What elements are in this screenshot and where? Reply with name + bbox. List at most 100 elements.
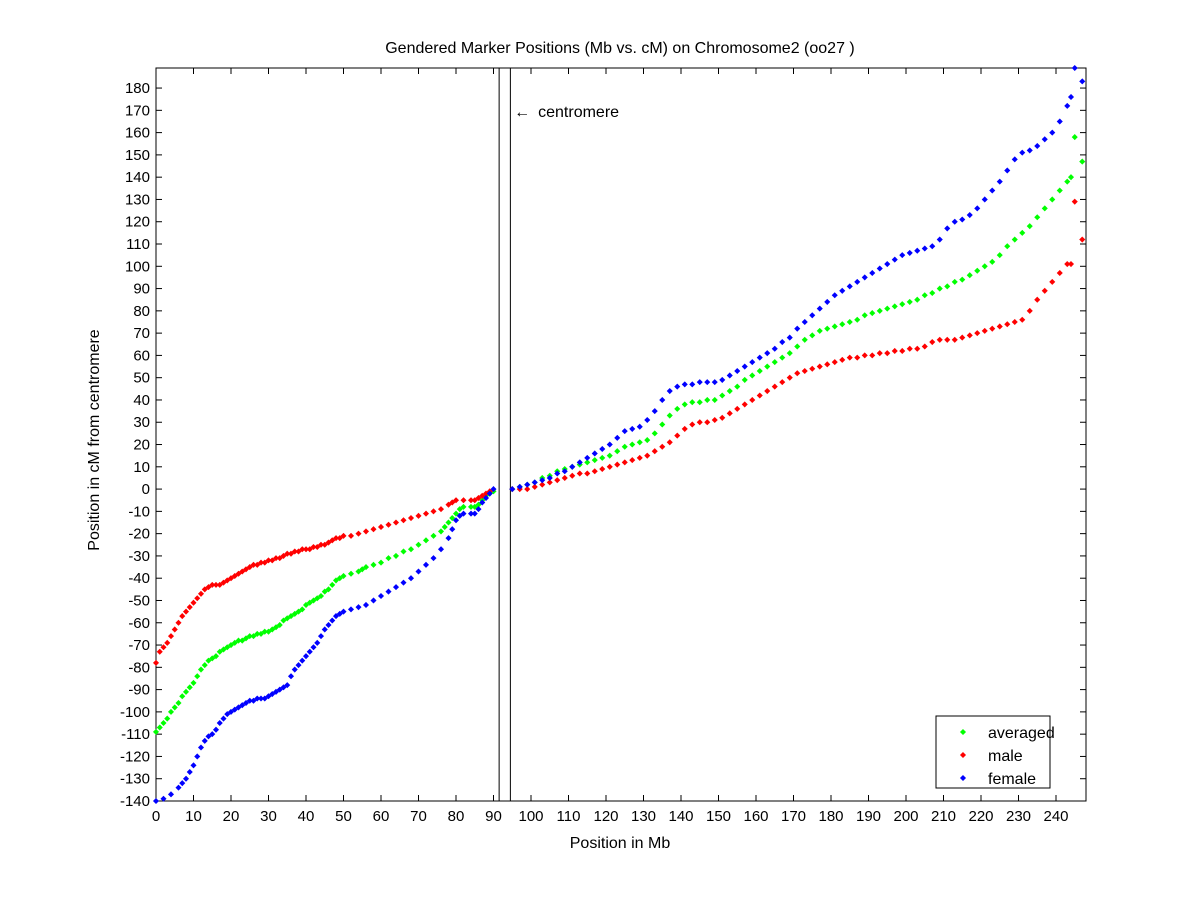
data-point-averaged [824, 325, 831, 332]
data-point-female [160, 795, 167, 802]
x-tick-label: 230 [1006, 808, 1031, 825]
plot-area: 0 10 20 30 40 50 60 70 80 90 100 110 120 130 140 150 160… [120, 64, 1087, 825]
data-point-averaged [674, 405, 681, 412]
legend-marker-averaged [959, 728, 967, 736]
data-point-averaged [756, 367, 763, 375]
x-tick-label: 130 [631, 808, 656, 825]
data-point-female [284, 682, 291, 689]
data-point-male [242, 566, 250, 573]
data-point-female [1067, 93, 1075, 100]
data-point-averaged [899, 301, 906, 308]
data-point-female [606, 441, 613, 448]
data-point-female [295, 662, 302, 669]
data-point-male [719, 414, 726, 421]
data-point-female [771, 345, 778, 352]
data-point-male [884, 350, 891, 357]
data-point-male [280, 552, 287, 559]
data-point-averaged [269, 626, 276, 633]
data-point-averaged [951, 278, 958, 285]
data-point-averaged [839, 321, 846, 328]
data-point-male [171, 626, 178, 633]
data-point-female [779, 339, 786, 346]
data-point-male [876, 350, 883, 357]
data-point-female [201, 737, 208, 744]
data-point-averaged [1079, 158, 1086, 165]
data-point-male [531, 483, 538, 490]
data-point-male [689, 421, 696, 428]
data-point-male [554, 477, 561, 484]
data-point-female [261, 695, 268, 702]
data-point-male [801, 367, 808, 375]
y-tick-label: 110 [126, 236, 150, 253]
data-point-female [516, 483, 523, 490]
data-point-male [287, 550, 295, 557]
data-point-averaged [936, 285, 943, 292]
data-point-male [561, 474, 568, 481]
data-point-female [370, 597, 377, 604]
data-point-averaged [287, 613, 295, 620]
data-point-averaged [220, 646, 227, 653]
data-point-averaged [959, 276, 966, 283]
data-point-male [152, 659, 160, 666]
data-point-male [197, 590, 205, 597]
data-point-averaged [295, 608, 302, 615]
legend-label-female: female [988, 771, 1036, 788]
data-point-female [674, 383, 681, 390]
x-tick-label: 40 [298, 808, 315, 825]
series-female [152, 64, 1086, 805]
data-point-female [1049, 129, 1056, 136]
data-point-male [854, 354, 861, 361]
y-tick-label: -130 [120, 771, 150, 788]
data-point-female [291, 666, 298, 673]
data-point-averaged [764, 363, 771, 370]
data-point-male [306, 546, 313, 553]
data-point-male [1056, 269, 1063, 276]
data-point-male [621, 459, 628, 466]
data-point-averaged [846, 318, 853, 326]
data-point-male [194, 595, 201, 602]
data-point-male [906, 345, 913, 352]
data-point-female [265, 693, 272, 700]
data-point-female [764, 350, 771, 357]
x-tick-label: 170 [781, 808, 806, 825]
data-point-averaged [1049, 196, 1056, 203]
data-point-averaged [276, 621, 283, 629]
data-point-female [1041, 136, 1048, 143]
data-point-female [302, 653, 310, 660]
x-tick-label: 220 [968, 808, 993, 825]
data-point-female [317, 633, 325, 640]
data-point-female [194, 753, 201, 760]
data-point-female [280, 684, 287, 691]
data-point-male [325, 539, 332, 546]
x-tick-label: 150 [706, 808, 731, 825]
legend-label-averaged: averaged [988, 725, 1055, 742]
data-point-female [524, 481, 531, 488]
data-point-male [816, 363, 823, 370]
data-point-female [569, 463, 576, 470]
data-point-female [584, 454, 591, 461]
data-point-averaged [1041, 205, 1048, 212]
data-point-male [1026, 307, 1033, 314]
data-point-female [452, 517, 460, 524]
x-tick-label: 190 [856, 808, 881, 825]
data-point-averaged [291, 610, 298, 617]
data-point-female [561, 468, 568, 475]
data-point-averaged [317, 593, 325, 600]
data-point-female [205, 733, 212, 740]
data-point-male [951, 336, 958, 343]
y-tick-label: -20 [128, 526, 150, 543]
data-point-male [355, 530, 362, 537]
data-point-female [385, 588, 392, 595]
y-tick-label: 90 [133, 281, 150, 298]
data-point-male [201, 586, 208, 593]
data-point-averaged [156, 724, 163, 731]
data-point-male [704, 419, 711, 426]
data-point-averaged [385, 555, 392, 562]
y-axis-label: Position in cM from centromere [86, 329, 103, 551]
data-point-female [392, 584, 400, 591]
data-point-male [1041, 287, 1048, 294]
data-point-female [959, 216, 966, 223]
data-point-male [996, 323, 1003, 330]
data-point-female [227, 708, 235, 715]
